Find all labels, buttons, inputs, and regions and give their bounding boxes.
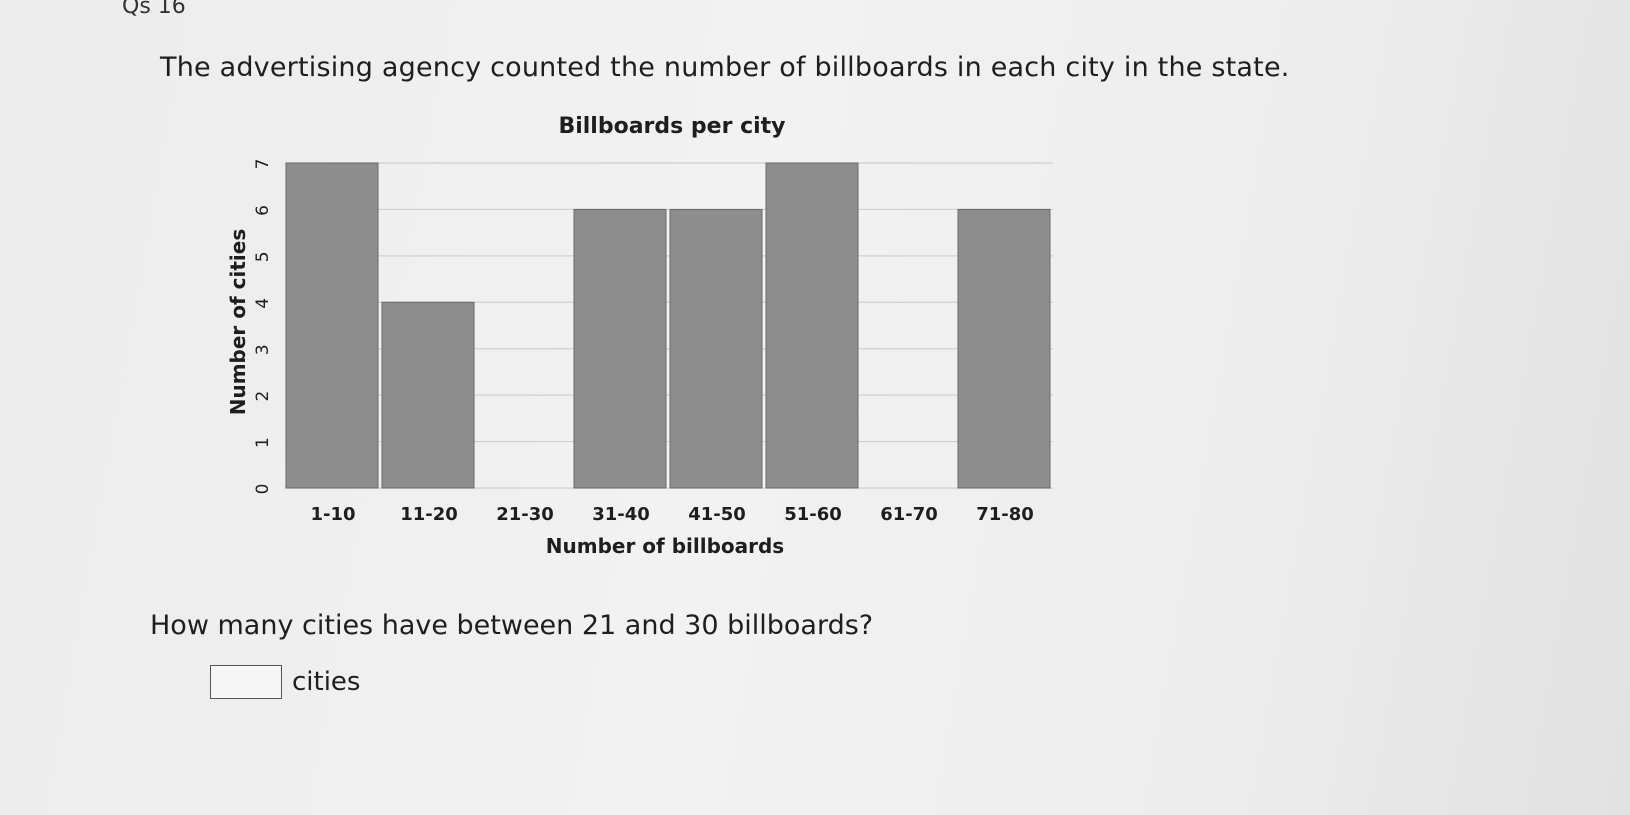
question-text: How many cities have between 21 and 30 b… xyxy=(150,610,874,641)
y-tick-label: 7 xyxy=(253,159,273,170)
y-tick-label: 6 xyxy=(253,205,273,216)
question-number: Qs 16 xyxy=(122,0,186,19)
answer-unit: cities xyxy=(292,667,361,697)
x-tick-label: 1-10 xyxy=(310,504,355,525)
y-tick-label: 3 xyxy=(253,344,273,355)
answer-row: cities xyxy=(210,665,360,699)
y-axis-title: Number of cities xyxy=(226,229,250,416)
y-tick-label: 0 xyxy=(253,484,273,495)
x-axis-title: Number of billboards xyxy=(546,534,784,558)
bar-1-10 xyxy=(285,162,379,489)
x-tick-label: 61-70 xyxy=(880,504,938,525)
x-tick-label: 51-60 xyxy=(784,504,842,525)
x-tick-label: 41-50 xyxy=(688,504,746,525)
bar-41-50 xyxy=(669,208,763,489)
y-tick-label: 4 xyxy=(253,298,273,309)
bar-11-20 xyxy=(381,301,475,489)
x-tick-label: 21-30 xyxy=(496,504,554,525)
x-tick-label: 71-80 xyxy=(976,504,1034,525)
bar-51-60 xyxy=(765,162,859,489)
y-tick-label: 2 xyxy=(253,391,273,402)
y-tick-label: 1 xyxy=(253,437,273,448)
answer-input[interactable] xyxy=(210,665,282,699)
x-tick-labels: 1-10 11-20 21-30 31-40 41-50 51-60 61-70 71-80 xyxy=(310,504,1033,525)
x-tick-label: 11-20 xyxy=(400,504,458,525)
bar-71-80 xyxy=(957,208,1051,489)
y-tick-label: 5 xyxy=(253,251,273,262)
prompt-text: The advertising agency counted the numbe… xyxy=(160,52,1290,83)
bar-31-40 xyxy=(573,208,667,489)
chart-title: Billboards per city xyxy=(558,114,785,139)
y-tick-labels: 0 1 2 3 4 5 6 7 xyxy=(253,159,273,495)
x-tick-label: 31-40 xyxy=(592,504,650,525)
billboards-bar-chart: 0 1 2 3 4 5 6 7 1-10 11-20 21-30 31-40 41-50 51-60 61… xyxy=(226,114,1053,558)
bars xyxy=(285,162,1051,489)
